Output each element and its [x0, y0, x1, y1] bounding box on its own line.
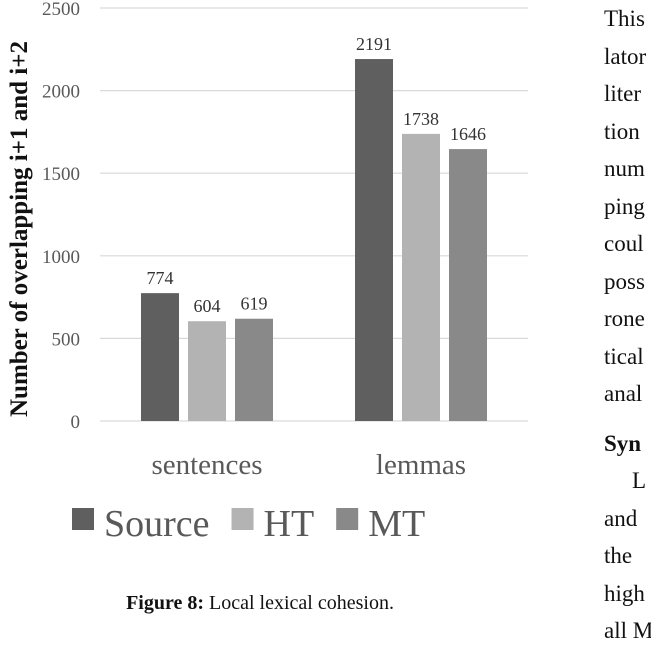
side-heading: Syn — [604, 430, 642, 456]
bar — [402, 133, 440, 422]
data-label: 1646 — [450, 124, 486, 144]
legend-swatch — [72, 508, 94, 530]
y-tick-label: 1000 — [42, 247, 80, 268]
y-axis-label: Number of overlapping i+1 and i+2 — [6, 41, 33, 417]
legend: Source HT MT — [72, 503, 425, 545]
bar — [355, 59, 393, 421]
x-tick-label: lemmas — [376, 449, 466, 481]
side-line: This — [604, 6, 645, 31]
side-line: high — [604, 580, 645, 606]
bar-chart: 0 500 1000 1500 2000 2500 774 604 619 2191 1738 16… — [42, 0, 528, 545]
side-line: L — [632, 468, 647, 493]
side-line: lator — [604, 43, 647, 69]
legend-swatch — [231, 508, 254, 530]
side-line: tical — [604, 343, 644, 369]
figure-caption: Figure 8: Local lexical cohesion. — [0, 592, 520, 615]
data-label: 774 — [147, 268, 174, 288]
y-tick-label: 500 — [52, 329, 81, 350]
data-label: 1738 — [403, 109, 439, 129]
bars — [141, 59, 487, 422]
bar — [235, 318, 273, 421]
side-line: rone — [604, 306, 645, 331]
legend-label: HT — [264, 503, 315, 545]
bar — [449, 149, 487, 421]
data-labels: 774 604 619 2191 1738 1646 — [147, 34, 487, 316]
adjacent-text-column: This lator liter tion num ping coul poss… — [604, 0, 651, 650]
y-tick-labels: 0 500 1000 1500 2000 2500 — [42, 0, 80, 433]
side-line: coul — [604, 231, 644, 256]
legend-swatch — [336, 508, 359, 530]
bar — [188, 321, 226, 421]
side-line: num — [604, 156, 645, 181]
data-label: 2191 — [356, 34, 392, 54]
x-tick-label: sentences — [151, 449, 262, 481]
y-tick-label: 2500 — [42, 0, 80, 20]
side-line: all M — [604, 618, 651, 643]
y-tick-label: 0 — [71, 412, 81, 433]
legend-label: Source — [104, 503, 210, 545]
caption-label: Figure 8: — [126, 592, 205, 614]
side-line: poss — [604, 268, 645, 294]
data-label: 619 — [241, 294, 268, 314]
side-line: liter — [604, 81, 642, 106]
side-line: tion — [604, 118, 640, 144]
bar — [141, 293, 179, 421]
side-line: and — [604, 505, 638, 531]
side-line: ping — [604, 193, 645, 219]
data-label: 604 — [194, 296, 221, 316]
side-line: anal — [604, 381, 643, 406]
y-axis-label-container: Number of overlapping i+1 and i+2 — [6, 0, 34, 459]
x-tick-labels: sentences lemmas — [151, 449, 466, 481]
caption-text: Local lexical cohesion. — [204, 592, 394, 614]
y-tick-label: 1500 — [42, 164, 80, 185]
y-tick-label: 2000 — [42, 82, 80, 103]
side-line: the — [604, 543, 633, 568]
legend-label: MT — [368, 503, 425, 545]
